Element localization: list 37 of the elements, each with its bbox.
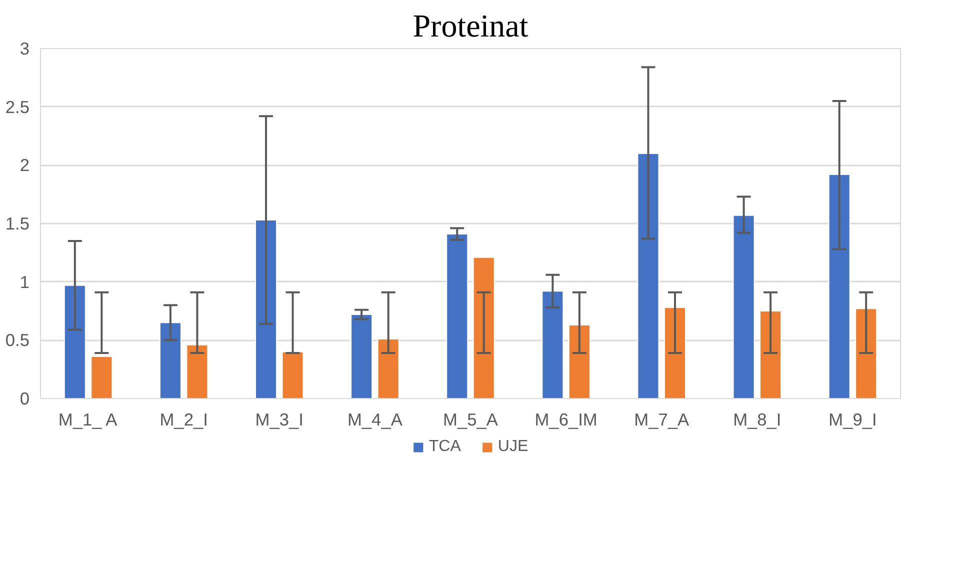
bar <box>472 256 495 398</box>
bar <box>446 234 468 398</box>
bar <box>159 322 182 398</box>
bar <box>760 310 782 398</box>
x-tick-label: M_8_I <box>733 410 782 430</box>
bar <box>186 344 208 398</box>
x-tick-label: M_1_ A <box>58 410 118 430</box>
y-tick-label: 0 <box>20 388 30 408</box>
x-tick-label: M_7_A <box>634 410 690 430</box>
y-tick-label: 2.5 <box>5 96 30 117</box>
legend-label: UJE <box>498 438 528 456</box>
bar <box>64 284 86 398</box>
x-tick-label: M_3_I <box>255 410 304 430</box>
y-tick-label: 0.5 <box>5 330 30 350</box>
x-tick-label: M_4_A <box>347 410 403 430</box>
bar <box>377 338 400 398</box>
chart-title: Proteinat <box>412 8 528 44</box>
y-tick-label: 3 <box>20 38 30 58</box>
x-tick-label: M_9_I <box>828 410 877 430</box>
x-tick-label: M_2_I <box>160 410 208 430</box>
bar <box>282 351 304 398</box>
bar <box>568 324 590 398</box>
y-tick-label: 1 <box>20 272 30 292</box>
bar <box>855 308 878 398</box>
bar <box>732 214 755 398</box>
bar <box>350 314 373 398</box>
x-tick-label: M_6_IM <box>534 410 598 430</box>
bar <box>637 153 660 398</box>
x-tick-label: M_5_A <box>443 410 498 430</box>
legend-label: TCA <box>428 438 461 456</box>
bar <box>255 220 278 398</box>
bar <box>664 307 686 398</box>
bar <box>542 290 564 398</box>
y-tick-label: 1.5 <box>5 214 30 234</box>
y-tick-label: 2 <box>20 155 30 176</box>
bar <box>90 356 113 398</box>
bar <box>828 174 850 398</box>
